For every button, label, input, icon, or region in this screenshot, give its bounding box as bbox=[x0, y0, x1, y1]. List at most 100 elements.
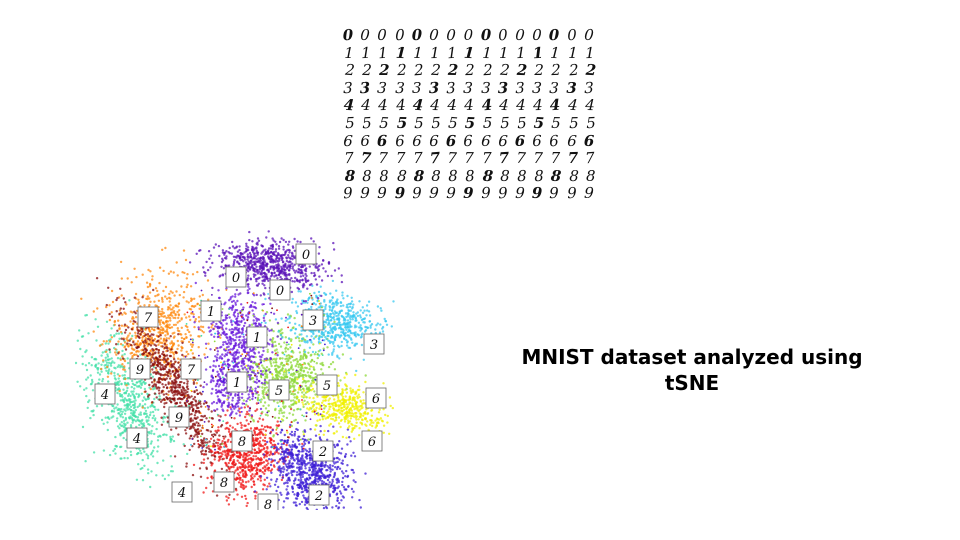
point-digit-4 bbox=[134, 408, 137, 412]
point-digit-2 bbox=[348, 436, 351, 439]
digit-sample-4-3: 4 bbox=[395, 96, 406, 115]
point-digit-9 bbox=[193, 390, 196, 394]
point-digit-2 bbox=[286, 481, 289, 485]
point-digit-4 bbox=[143, 387, 147, 391]
point-digit-4 bbox=[123, 412, 127, 415]
point-digit-1 bbox=[209, 348, 212, 351]
point-digit-7 bbox=[92, 310, 95, 313]
point-digit-9 bbox=[225, 469, 228, 472]
point-digit-8 bbox=[253, 430, 256, 434]
digit-sample-2-12: 2 bbox=[551, 61, 562, 80]
digit-sample-2-1: 2 bbox=[362, 61, 373, 80]
point-digit-1 bbox=[240, 332, 244, 335]
digit-sample-7-6: 7 bbox=[446, 148, 458, 168]
point-digit-9 bbox=[163, 412, 166, 415]
point-digit-8 bbox=[222, 437, 226, 440]
point-digit-7 bbox=[207, 298, 210, 301]
digit-sample-9-7: 9 bbox=[463, 184, 474, 203]
point-digit-2 bbox=[309, 438, 312, 441]
point-digit-9 bbox=[143, 334, 146, 338]
point-digit-4 bbox=[142, 447, 145, 451]
point-digit-9 bbox=[124, 348, 128, 351]
point-digit-7 bbox=[154, 304, 157, 307]
point-digit-1 bbox=[228, 316, 231, 319]
point-digit-2 bbox=[329, 485, 332, 489]
point-digit-1 bbox=[264, 312, 267, 316]
point-digit-2 bbox=[359, 506, 362, 509]
point-digit-7 bbox=[131, 316, 134, 319]
point-digit-5 bbox=[252, 418, 255, 422]
point-digit-9 bbox=[181, 353, 184, 357]
point-digit-8 bbox=[247, 457, 251, 460]
point-digit-8 bbox=[276, 420, 279, 423]
point-digit-1 bbox=[237, 343, 241, 346]
point-digit-2 bbox=[336, 456, 339, 460]
point-digit-8 bbox=[260, 448, 263, 452]
point-digit-2 bbox=[278, 474, 282, 477]
point-digit-9 bbox=[186, 385, 189, 388]
digit-sample-2-3: 2 bbox=[396, 61, 407, 80]
point-digit-2 bbox=[283, 482, 286, 485]
point-digit-7 bbox=[192, 305, 196, 308]
point-digit-2 bbox=[325, 469, 328, 472]
point-digit-1 bbox=[212, 364, 215, 367]
point-digit-7 bbox=[161, 300, 164, 303]
point-digit-4 bbox=[149, 442, 153, 445]
point-digit-5 bbox=[302, 393, 306, 396]
point-digit-9 bbox=[120, 337, 123, 340]
point-digit-8 bbox=[207, 445, 210, 448]
point-digit-8 bbox=[268, 453, 271, 457]
point-digit-5 bbox=[289, 373, 292, 377]
point-digit-9 bbox=[163, 373, 167, 376]
point-digit-8 bbox=[244, 456, 247, 459]
point-digit-9 bbox=[174, 402, 177, 405]
point-digit-9 bbox=[188, 437, 191, 440]
point-digit-4 bbox=[108, 417, 111, 421]
digit-sample-9-14: 9 bbox=[583, 184, 595, 203]
point-digit-8 bbox=[266, 452, 269, 455]
point-digit-9 bbox=[173, 374, 177, 378]
point-digit-5 bbox=[289, 399, 293, 402]
point-digit-5 bbox=[314, 372, 317, 376]
point-digit-8 bbox=[263, 425, 267, 429]
point-digit-8 bbox=[262, 448, 265, 451]
point-digit-2 bbox=[334, 466, 337, 469]
point-digit-9 bbox=[169, 385, 173, 389]
point-digit-7 bbox=[120, 324, 124, 327]
point-digit-9 bbox=[141, 296, 144, 299]
point-digit-9 bbox=[133, 296, 136, 299]
point-digit-4 bbox=[169, 455, 172, 458]
point-digit-4 bbox=[165, 433, 168, 437]
point-digit-9 bbox=[170, 401, 173, 404]
point-digit-8 bbox=[266, 485, 269, 488]
point-digit-4 bbox=[79, 347, 82, 351]
point-digit-2 bbox=[344, 475, 347, 478]
point-digit-7 bbox=[130, 347, 134, 350]
point-digit-2 bbox=[308, 454, 311, 457]
point-digit-5 bbox=[248, 414, 251, 417]
point-digit-8 bbox=[212, 453, 215, 457]
point-digit-7 bbox=[96, 307, 99, 310]
point-digit-7 bbox=[178, 309, 181, 312]
point-digit-2 bbox=[314, 473, 317, 477]
point-digit-1 bbox=[216, 380, 219, 383]
point-digit-7 bbox=[114, 348, 117, 351]
point-digit-1 bbox=[255, 381, 258, 384]
point-digit-2 bbox=[333, 474, 336, 477]
point-digit-3 bbox=[317, 290, 321, 294]
point-digit-9 bbox=[196, 439, 200, 443]
point-digit-1 bbox=[262, 349, 265, 353]
point-digit-1 bbox=[263, 358, 266, 361]
point-digit-2 bbox=[335, 444, 339, 447]
digit-sample-3-5: 3 bbox=[428, 78, 440, 97]
digit-sample-3-7: 3 bbox=[463, 78, 474, 98]
point-digit-8 bbox=[288, 425, 292, 429]
point-digit-9 bbox=[199, 384, 202, 387]
point-digit-1 bbox=[237, 320, 241, 323]
digit-sample-5-11: 5 bbox=[533, 113, 545, 133]
point-digit-8 bbox=[192, 463, 196, 467]
digit-sample-3-12: 3 bbox=[549, 78, 560, 97]
point-digit-1 bbox=[269, 357, 273, 361]
point-digit-4 bbox=[119, 457, 122, 460]
